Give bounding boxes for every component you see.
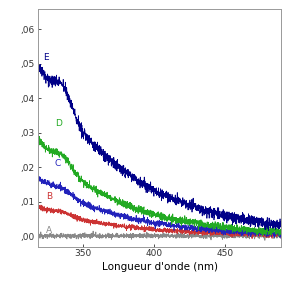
Text: B: B	[46, 192, 52, 201]
X-axis label: Longueur d'onde (nm): Longueur d'onde (nm)	[102, 262, 218, 272]
Text: D: D	[55, 119, 61, 128]
Text: E: E	[44, 53, 49, 62]
Text: C: C	[55, 159, 61, 168]
Text: A: A	[46, 226, 52, 235]
